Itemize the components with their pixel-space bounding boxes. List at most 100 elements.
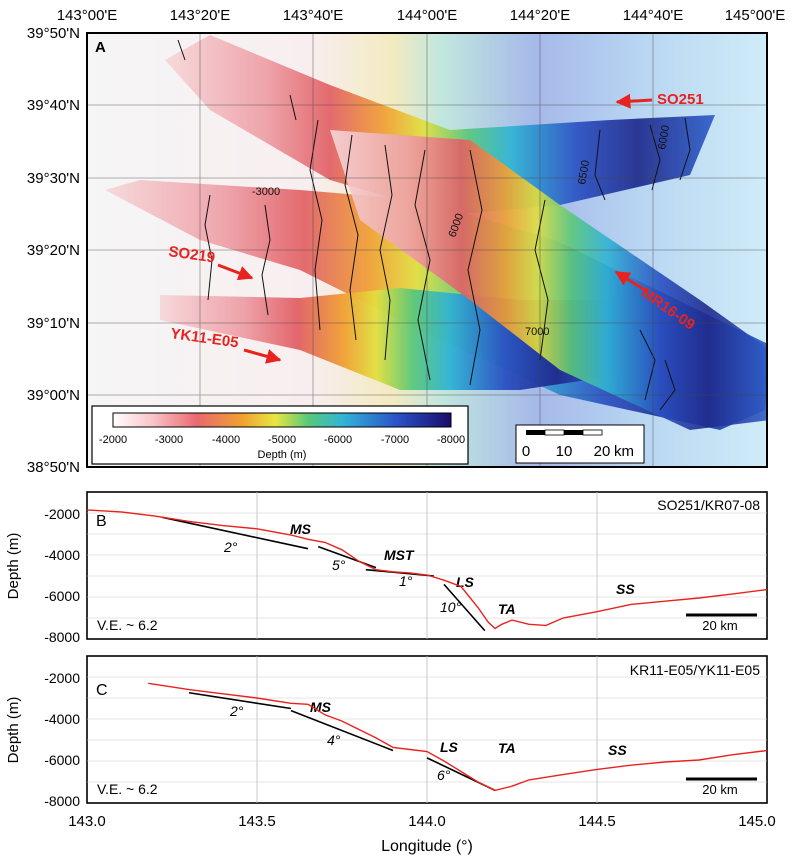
colorbar-ramp: [112, 412, 452, 428]
feature-label: LS: [456, 574, 475, 590]
colorbar-tick: -5000: [268, 434, 296, 446]
cruise-label-so251: SO251: [657, 91, 704, 108]
contour-label: 6000: [656, 124, 672, 150]
colorbar-tick: -4000: [212, 434, 240, 446]
lon-tick-label: 143°00'E: [57, 7, 118, 24]
lon-tick-label: 143°20'E: [170, 7, 231, 24]
feature-label: SS: [608, 742, 627, 758]
colorbar-tick: -2000: [99, 434, 127, 446]
feature-label: MS: [310, 699, 332, 715]
contour-label: 6500: [576, 159, 592, 185]
lat-tick-label: 39°20'N: [27, 242, 80, 259]
x-tick-label: 145.0: [738, 813, 776, 830]
colorbar-tick: -7000: [381, 434, 409, 446]
x-tick-label: 143.0: [68, 813, 106, 830]
cruise-label-so219: SO219: [167, 243, 216, 266]
slope-label: 5°: [332, 557, 346, 573]
profile-c-slope-labels: 2° 4° 6°: [229, 703, 451, 783]
lon-tick-label: 144°00'E: [397, 7, 458, 24]
profile-b-scale-label: 20 km: [702, 618, 737, 633]
arrow-so251: [615, 93, 653, 109]
scalebar-tick: 10: [556, 443, 573, 460]
profile-y-axis-c: -2000 -4000 -6000 -8000: [44, 670, 80, 809]
lat-tick-label: 39°00'N: [27, 387, 80, 404]
slope-label: 6°: [437, 767, 451, 783]
swath-mr16-09: [330, 130, 767, 430]
slope-label: 10°: [440, 599, 462, 615]
scalebar-tick: 0: [522, 443, 530, 460]
depth-profile-line: [148, 682, 768, 792]
lon-tick-label: 145°00'E: [725, 7, 786, 24]
lat-tick-label: 39°10'N: [27, 315, 80, 332]
x-axis-title: Longitude (°): [381, 838, 473, 855]
lon-tick-labels: 143°00'E 143°20'E 143°40'E 144°00'E 144°…: [57, 7, 786, 24]
arrow-yk11-e05: [243, 348, 282, 364]
y-axis-title-b: Depth (m): [5, 533, 22, 600]
y-tick-label: -2000: [44, 670, 80, 686]
y-axis-title-c: Depth (m): [5, 697, 22, 764]
profile-y-axis-b: -2000 -4000 -6000 -8000: [44, 506, 80, 645]
bathymetry-map: A 143°00'E 143°20'E 143°40'E 144°00'E 14…: [27, 7, 785, 476]
map-graticule: [87, 33, 767, 467]
x-tick-label: 143.5: [238, 813, 276, 830]
slope-line: [161, 516, 309, 550]
feature-label: TA: [498, 740, 516, 756]
y-tick-label: -4000: [44, 547, 80, 563]
scalebar-unit: km: [614, 443, 634, 460]
arrow-so219: [217, 263, 254, 281]
profile-c-grid: [87, 656, 767, 803]
profile-b-scalebar: 20 km: [686, 613, 757, 633]
contour-label: 7000: [525, 326, 549, 338]
slope-label: 1°: [399, 573, 413, 589]
lat-tick-label: 39°50'N: [27, 25, 80, 42]
profile-c-feature-labels: MS LS TA SS: [310, 699, 627, 758]
y-tick-label: -8000: [44, 793, 80, 809]
x-tick-label: 144.0: [408, 813, 446, 830]
y-tick-label: -4000: [44, 711, 80, 727]
profile-b-feature-labels: MS MST LS TA SS: [290, 521, 635, 617]
feature-label: TA: [498, 601, 516, 617]
lat-tick-label: 38°50'N: [27, 459, 80, 476]
map-scalebar: 0 10 20 km: [515, 424, 645, 464]
contour-label: -3000: [252, 186, 280, 198]
profile-b-ve: V.E. ~ 6.2: [97, 617, 158, 633]
y-tick-label: -6000: [44, 752, 80, 768]
swath-so251: [165, 35, 715, 215]
profile-c-scalebar: 20 km: [686, 777, 757, 797]
slope-line: [290, 709, 394, 752]
colorbar-tick: -3000: [155, 434, 183, 446]
y-tick-label: -2000: [44, 506, 80, 522]
profile-c: C KR11-E05/YK11-E05 V.E. ~ 6.2 20 km 2° …: [86, 655, 768, 804]
slope-label: 2°: [223, 539, 238, 555]
feature-label: MST: [384, 547, 415, 563]
profile-b-title: SO251/KR07-08: [657, 497, 760, 513]
profile-c-title: KR11-E05/YK11-E05: [630, 662, 760, 678]
slope-line: [317, 545, 377, 569]
profile-c-label: C: [96, 682, 108, 699]
slope-line: [188, 691, 292, 710]
profile-c-scale-label: 20 km: [702, 782, 737, 797]
x-axis-ticks: 143.0 143.5 144.0 144.5 145.0: [68, 813, 776, 830]
profile-b-grid: [87, 492, 767, 639]
colorbar-ticks: -2000 -3000 -4000 -5000 -6000 -7000 -800…: [99, 434, 465, 446]
lon-tick-label: 143°40'E: [283, 7, 344, 24]
lon-tick-label: 144°20'E: [510, 7, 571, 24]
lon-tick-label: 144°40'E: [623, 7, 684, 24]
scalebar-tick: 20: [594, 443, 611, 460]
x-tick-label: 144.5: [578, 813, 616, 830]
colorbar-tick: -6000: [324, 434, 352, 446]
slope-line: [443, 583, 486, 632]
slope-label: 4°: [327, 732, 341, 748]
colorbar-tick: -8000: [437, 434, 465, 446]
panel-a-label: A: [95, 39, 106, 56]
y-tick-label: -6000: [44, 588, 80, 604]
arrow-mr16-09: [614, 270, 649, 294]
profile-c-ve: V.E. ~ 6.2: [97, 781, 158, 797]
feature-label: LS: [440, 739, 459, 755]
map-frame: [86, 32, 768, 468]
slope-label: 2°: [229, 703, 244, 719]
lat-tick-label: 39°40'N: [27, 97, 80, 114]
colorbar: -2000 -3000 -4000 -5000 -6000 -7000 -800…: [91, 405, 469, 465]
feature-label: MS: [290, 521, 312, 537]
